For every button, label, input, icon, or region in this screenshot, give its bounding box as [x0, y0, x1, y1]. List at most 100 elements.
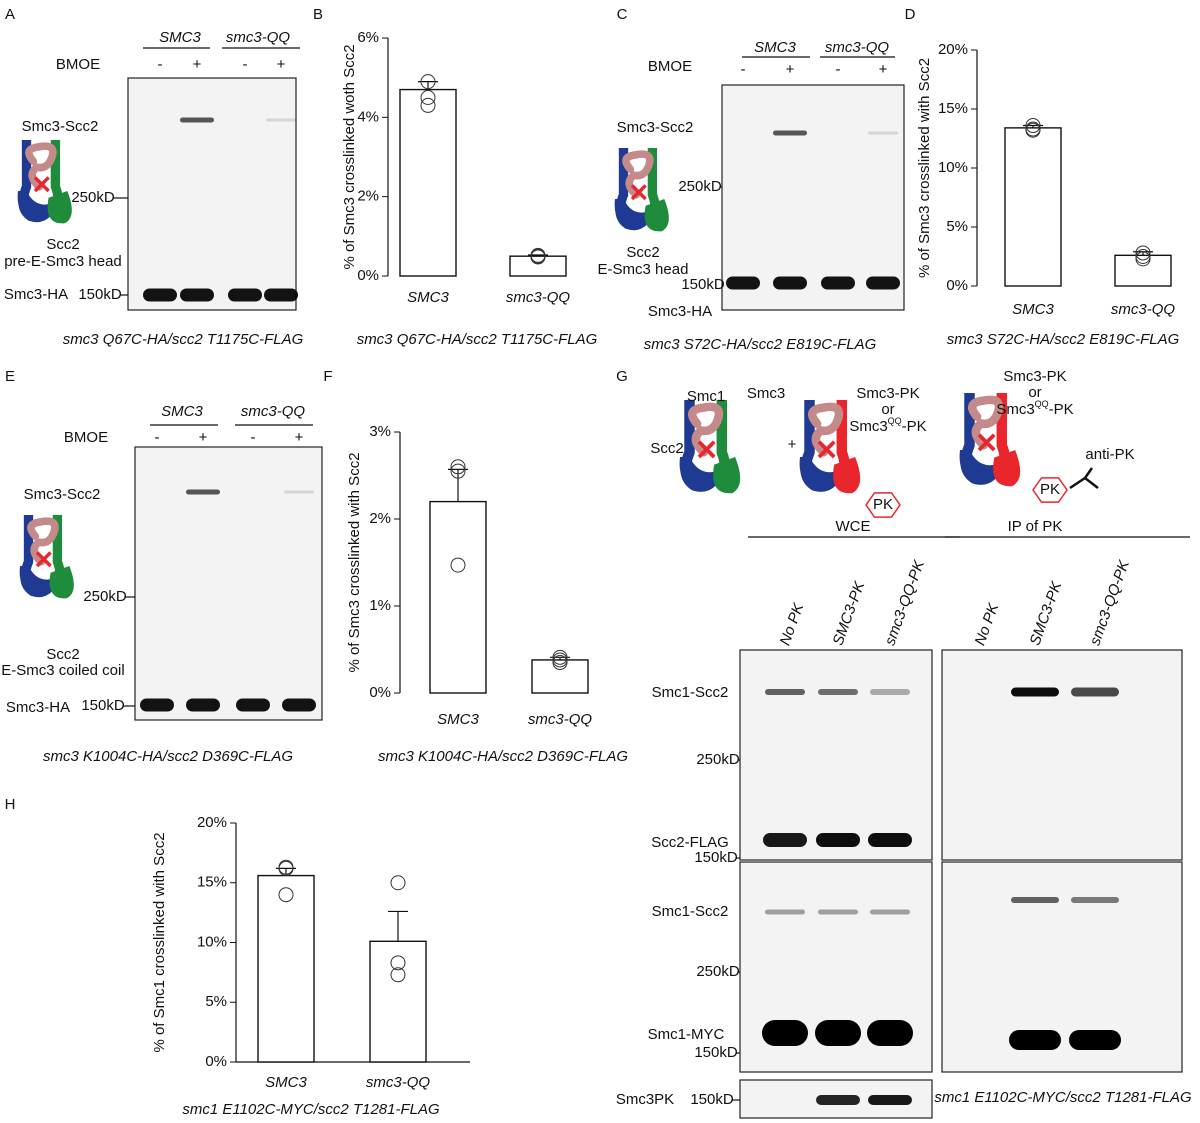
- caption: smc3 S72C-HA/scc2 E819C-FLAG: [947, 331, 1180, 348]
- error-bar: [388, 910, 408, 942]
- smc1-head: [679, 457, 717, 491]
- smc1-head: [799, 457, 837, 491]
- scc2: [688, 402, 724, 457]
- band: [1071, 687, 1119, 697]
- band-label: Smc1-MYC: [648, 1026, 725, 1043]
- lane-sign: +: [879, 61, 888, 78]
- band: [266, 118, 296, 122]
- band: [1009, 1030, 1061, 1050]
- panel-letter: G: [616, 368, 628, 385]
- data-point: [420, 97, 436, 113]
- data-point: [1025, 118, 1041, 134]
- variant-label: Smc3-PK: [1003, 368, 1066, 385]
- marker: 250kD: [678, 178, 722, 195]
- band: [815, 1020, 861, 1046]
- variant-label: Smc3QQ-PK: [996, 399, 1073, 418]
- antibody-label: anti-PK: [1085, 446, 1134, 463]
- gel: [127, 77, 297, 311]
- smc1-head: [614, 199, 648, 229]
- y-tick-label: 5%: [946, 218, 968, 235]
- antibody: [1069, 467, 1099, 490]
- lane-label: smc3-QQ-PK: [1087, 557, 1134, 648]
- y-tick-label: 5%: [205, 993, 227, 1010]
- group-label: IP of PK: [1008, 518, 1063, 535]
- y-axis-label: % of Smc3 crosslinked with Scc2: [916, 58, 933, 278]
- lane-sign: +: [786, 61, 795, 78]
- scc2: [25, 142, 57, 191]
- crosslink: [697, 440, 716, 459]
- lane-sign: -: [836, 61, 841, 78]
- lane-sign: +: [193, 56, 202, 73]
- bar: [1004, 127, 1062, 287]
- lane-sign: +: [199, 429, 208, 446]
- band: [1011, 687, 1059, 697]
- x-tick-label: SMC3: [1012, 301, 1054, 318]
- x-tick-label: SMC3: [437, 711, 479, 728]
- strain: smc3-QQ: [825, 39, 890, 56]
- complex-cartoon: [614, 148, 669, 232]
- lane-label: smc3-QQ-PK: [882, 557, 929, 648]
- band: [773, 276, 807, 290]
- complex-cartoon: [17, 140, 72, 224]
- lane-sign: -: [741, 61, 746, 78]
- lane-label: No PK: [777, 600, 808, 647]
- lane-sign: -: [158, 56, 163, 73]
- caption: smc3 Q67C-HA/scc2 T1175C-FLAG: [357, 331, 598, 348]
- bar: [369, 940, 427, 1063]
- data-point: [1025, 122, 1041, 138]
- band: [866, 276, 900, 290]
- strain: SMC3: [161, 403, 203, 420]
- tag-label: PK: [873, 496, 893, 513]
- band-label: Smc3-Scc2: [24, 486, 101, 503]
- caption: smc3 K1004C-HA/scc2 D369C-FLAG: [378, 748, 628, 765]
- band: [867, 1020, 913, 1046]
- bar: [257, 874, 315, 1063]
- band: [816, 833, 860, 847]
- data-point: [390, 955, 406, 971]
- x-tick-label: smc3-QQ: [366, 1074, 431, 1091]
- data-point: [450, 459, 466, 475]
- x-tick-label: SMC3: [265, 1074, 307, 1091]
- data-point: [390, 875, 406, 891]
- cartoon-label: Smc1: [687, 388, 725, 405]
- cartoon-label: Scc2: [650, 440, 683, 457]
- tag-label: PK: [1040, 481, 1060, 498]
- scc2: [622, 150, 654, 199]
- smc1-head: [19, 566, 53, 596]
- y-axis-label: % of Smc3 crosslinked with Scc2: [346, 452, 363, 672]
- band: [282, 698, 316, 712]
- y-tick-label: 10%: [938, 159, 968, 176]
- caption: smc3 S72C-HA/scc2 E819C-FLAG: [644, 336, 877, 353]
- band: [143, 288, 177, 302]
- data-point: [450, 463, 466, 479]
- smc1-head: [17, 191, 51, 221]
- smc3-head: [713, 457, 741, 494]
- band-label: Smc1-Scc2: [652, 903, 729, 920]
- data-point: [390, 967, 406, 983]
- data-point: [420, 90, 436, 105]
- data-point: [552, 655, 568, 671]
- panel-letter: B: [313, 6, 323, 23]
- marker: 250kD: [71, 189, 115, 206]
- variant-sup: QQ: [888, 416, 902, 426]
- y-tick-label: 20%: [197, 814, 227, 831]
- strain: SMC3: [159, 29, 201, 46]
- y-tick-label: 4%: [357, 108, 379, 125]
- scc2: [808, 402, 844, 457]
- y-tick-label: 0%: [357, 267, 379, 284]
- y-tick-label: 15%: [197, 874, 227, 891]
- band-label: Smc3-Scc2: [617, 119, 694, 136]
- y-tick-label: 15%: [938, 100, 968, 117]
- crosslink: [817, 440, 836, 459]
- band: [773, 130, 807, 136]
- marker: 150kD: [690, 1091, 734, 1108]
- treatment: BMOE: [56, 56, 100, 73]
- y-axis-label: % of Smc1 crosslinked with Scc2: [151, 832, 168, 1052]
- band: [765, 689, 805, 695]
- band-label: Smc3PK: [616, 1091, 674, 1108]
- y-tick-label: 20%: [938, 41, 968, 58]
- band: [763, 833, 807, 847]
- cartoon-label: +: [788, 436, 797, 453]
- band: [228, 288, 262, 302]
- crosslink: [977, 433, 996, 452]
